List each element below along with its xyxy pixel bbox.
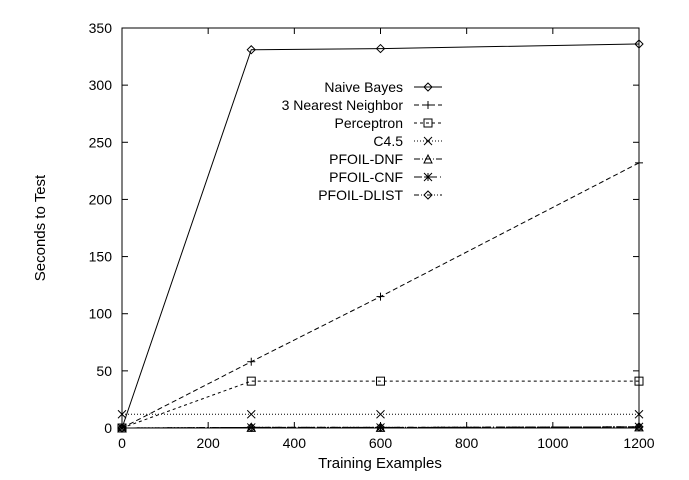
series-line-naive-bayes: [121, 43, 640, 429]
legend-marker-c4-5: [423, 136, 433, 146]
data-point-c4-5: [376, 409, 385, 419]
legend-label-perceptron: Perceptron: [335, 115, 403, 131]
legend-marker-pfoil-dlist: [423, 190, 433, 200]
data-point-c4-5: [634, 409, 644, 419]
legend-label-pfoil-dlist: PFOIL-DLIST: [318, 187, 403, 203]
legend-label-pfoil-dnf: PFOIL-DNF: [329, 151, 403, 167]
data-point-naive-bayes: [246, 45, 256, 55]
legend-marker-perceptron: [423, 118, 433, 128]
y-axis-label: Seconds to Test: [32, 174, 49, 281]
y-tick-label: 300: [89, 77, 113, 93]
series-line-perceptron: [121, 380, 639, 429]
legend-label-c4-5: C4.5: [373, 133, 403, 149]
series-layer: [117, 39, 644, 433]
legend-label-pfoil-cnf: PFOIL-CNF: [329, 169, 403, 185]
legend-label-3-nearest-neighbor: 3 Nearest Neighbor: [282, 97, 404, 113]
x-tick-label: 200: [196, 435, 220, 451]
x-tick-label: 400: [283, 435, 307, 451]
y-tick-label: 100: [89, 306, 113, 322]
legend: Naive Bayes 3 Nearest Neighbor Perceptron C…: [282, 79, 442, 203]
data-point-c4-5: [117, 409, 127, 419]
data-point-3-nearest-neighbor: [247, 357, 256, 366]
series-c4-5: [117, 409, 644, 419]
legend-marker-3-nearest-neighbor: [424, 101, 432, 109]
series-line-pfoil-dlist: [121, 426, 640, 429]
series-line-3-nearest-neighbor: [121, 162, 640, 429]
y-tick-label: 250: [89, 134, 113, 150]
data-point-naive-bayes: [634, 39, 644, 49]
x-tick-label: 600: [369, 435, 393, 451]
data-point-pfoil-dlist: [246, 422, 256, 433]
y-tick-label: 50: [96, 363, 112, 379]
x-tick-label: 1200: [623, 435, 654, 451]
data-point-c4-5: [246, 409, 256, 419]
y-tick-label: 0: [104, 420, 112, 436]
data-point-naive-bayes: [375, 43, 386, 54]
data-point-pfoil-cnf: [246, 423, 256, 432]
data-point-3-nearest-neighbor: [635, 158, 643, 167]
legend-marker-pfoil-dnf: [423, 153, 433, 164]
y-tick-label: 200: [89, 191, 113, 207]
data-point-perceptron: [376, 376, 385, 386]
data-point-perceptron: [246, 376, 256, 386]
data-point-3-nearest-neighbor: [376, 292, 385, 301]
x-axis: 0 200 400 600 800 1000 1200: [118, 28, 655, 451]
x-axis-label: Training Examples: [318, 455, 442, 472]
x-tick-label: 800: [455, 435, 479, 451]
data-point-perceptron: [634, 376, 644, 386]
legend-label-naive-bayes: Naive Bayes: [324, 79, 403, 95]
y-tick-label: 350: [89, 20, 113, 36]
y-tick-label: 150: [89, 249, 113, 265]
data-point-pfoil-dlist: [375, 422, 386, 433]
data-point-pfoil-dlist: [117, 423, 127, 433]
series-line-pfoil-cnf: [121, 426, 640, 429]
series-pfoil-dlist: [117, 422, 644, 433]
x-tick-label: 1000: [537, 435, 568, 451]
x-tick-label: 0: [118, 435, 126, 451]
data-point-pfoil-dlist: [634, 422, 644, 432]
legend-marker-naive-bayes: [423, 82, 433, 92]
legend-marker-pfoil-cnf: [423, 172, 433, 182]
y-axis: 0 50 100 150 200 250 300 350: [89, 20, 639, 436]
